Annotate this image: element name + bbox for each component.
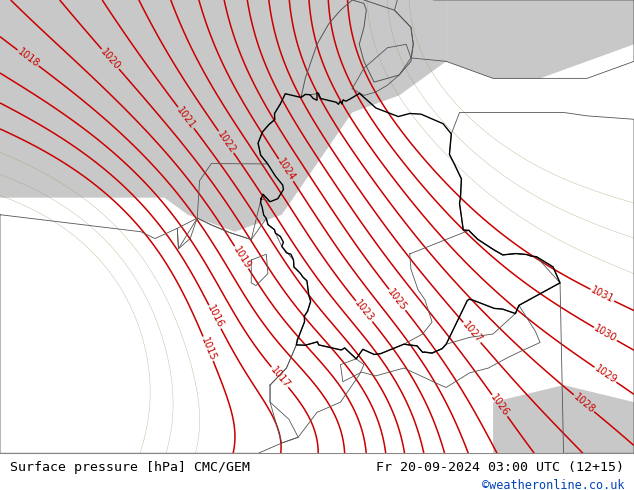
Text: 1018: 1018 <box>15 47 41 69</box>
Text: 1030: 1030 <box>592 323 619 344</box>
Text: 1020: 1020 <box>98 47 122 72</box>
Text: 1031: 1031 <box>589 285 616 305</box>
Text: Surface pressure [hPa] CMC/GEM: Surface pressure [hPa] CMC/GEM <box>10 461 250 474</box>
Text: 1027: 1027 <box>460 320 484 345</box>
Text: 1019: 1019 <box>231 245 252 270</box>
Polygon shape <box>0 0 446 232</box>
Text: 1028: 1028 <box>571 392 597 415</box>
Text: ©weatheronline.co.uk: ©weatheronline.co.uk <box>482 479 624 490</box>
Text: 1024: 1024 <box>275 157 297 183</box>
Text: 1021: 1021 <box>174 105 197 130</box>
Text: 1015: 1015 <box>199 336 217 362</box>
Text: 1026: 1026 <box>488 392 511 418</box>
Polygon shape <box>493 385 634 453</box>
Text: 1023: 1023 <box>353 298 376 324</box>
Text: 1017: 1017 <box>268 365 292 390</box>
Text: 1022: 1022 <box>215 129 237 155</box>
Polygon shape <box>446 0 634 78</box>
Text: 1025: 1025 <box>385 287 409 313</box>
Text: Fr 20-09-2024 03:00 UTC (12+15): Fr 20-09-2024 03:00 UTC (12+15) <box>377 461 624 474</box>
Text: 1029: 1029 <box>592 364 618 386</box>
Text: 1016: 1016 <box>205 304 225 330</box>
